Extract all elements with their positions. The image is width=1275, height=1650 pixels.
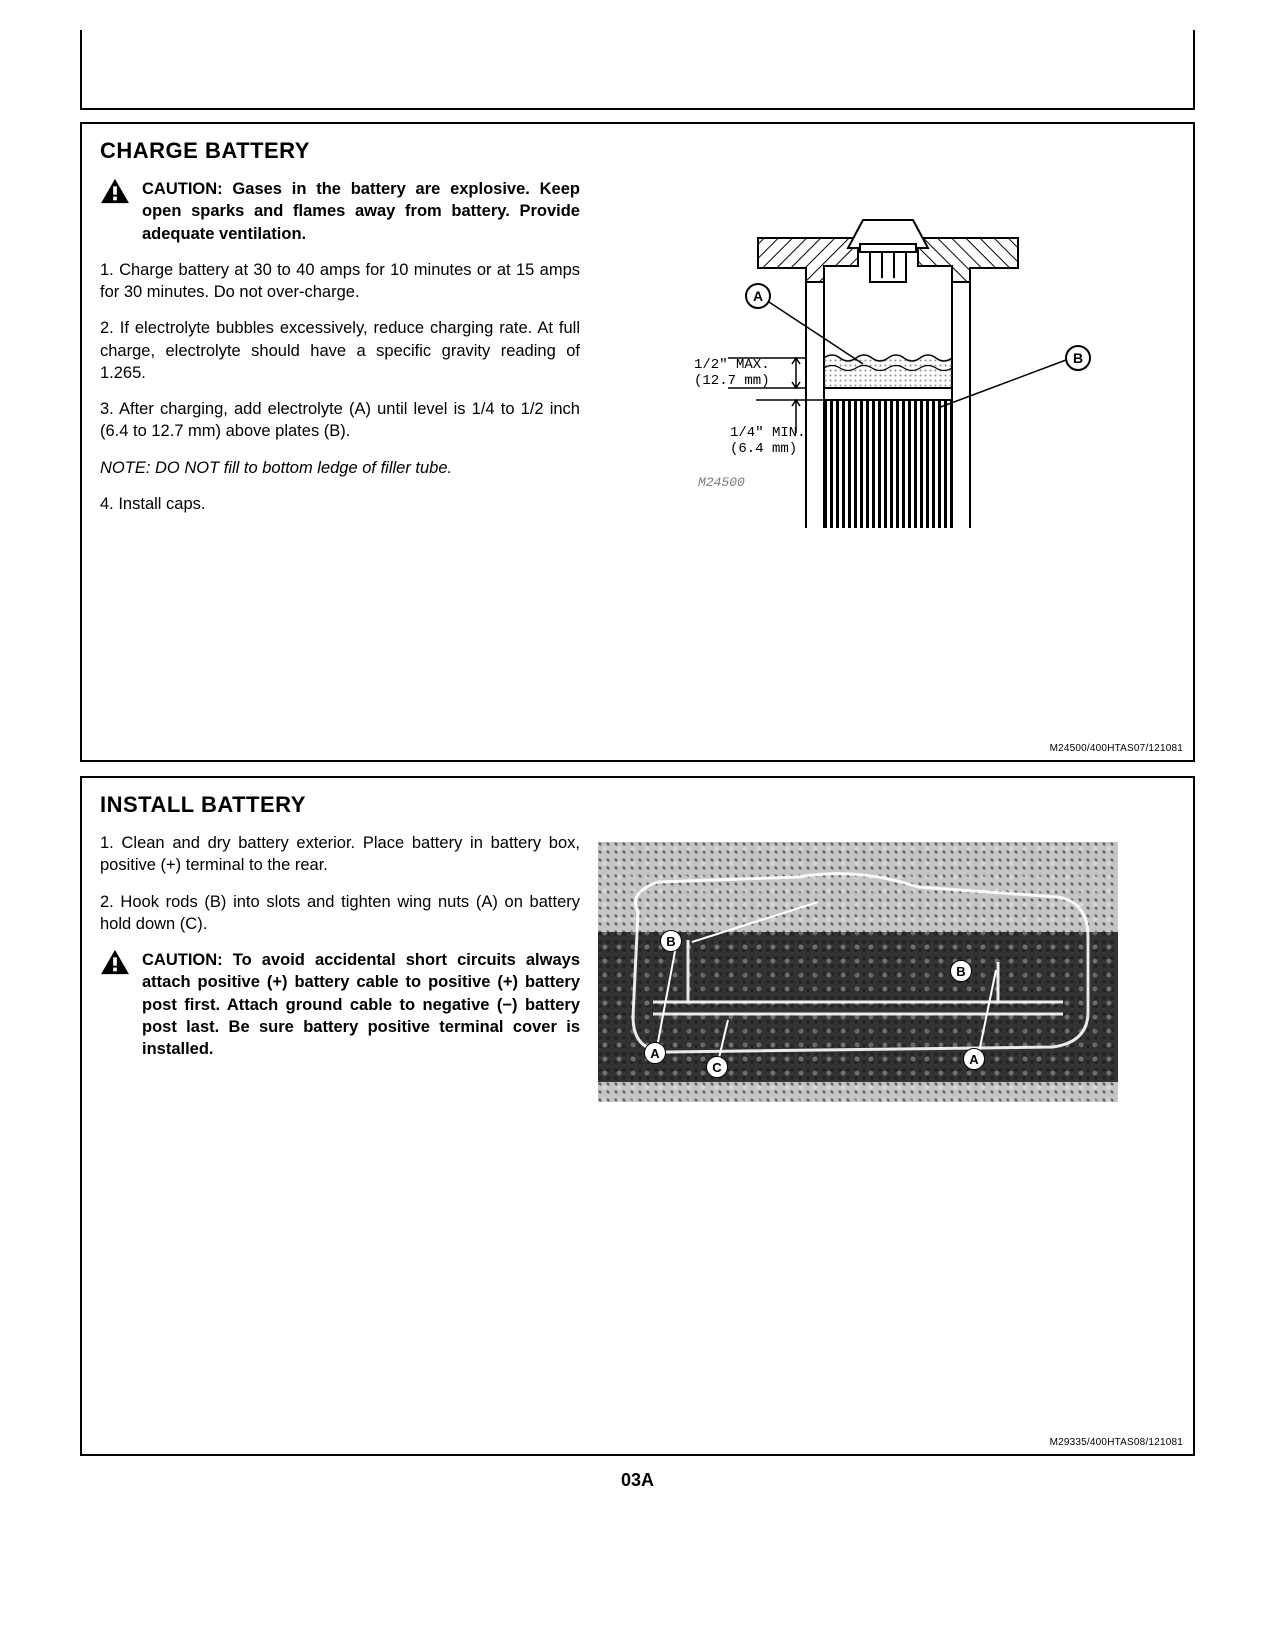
- callout-a-label: A: [753, 288, 763, 304]
- min-dim-line2: (6.4 mm): [730, 441, 797, 457]
- panel1-figure-column: 1/2" MAX. (12.7 mm) 1/4" MIN. (6.4 mm) M…: [598, 178, 1175, 529]
- callout-b: B: [938, 346, 1090, 408]
- panel2-step2: 2. Hook rods (B) into slots and tighten …: [100, 891, 580, 936]
- panel1-refcode: M24500/400HTAS07/121081: [1050, 743, 1183, 754]
- min-dim-line1: 1/4" MIN.: [730, 425, 806, 441]
- section-title-install: INSTALL BATTERY: [100, 792, 1175, 818]
- fig2-label-a1: A: [644, 1042, 666, 1064]
- caution-block-2: CAUTION: To avoid accidental short circu…: [100, 949, 580, 1060]
- electrolyte-level: [824, 355, 952, 388]
- callout-a: A: [746, 284, 863, 364]
- panel-charge-battery: CHARGE BATTERY CAUTION: Gases in the bat…: [80, 122, 1195, 762]
- caution-text-2: CAUTION: To avoid accidental short circu…: [142, 949, 580, 1060]
- battery-cross-section-figure: 1/2" MAX. (12.7 mm) 1/4" MIN. (6.4 mm) M…: [638, 208, 1108, 528]
- battery-box-outline: [598, 842, 1118, 1102]
- panel1-step3: 3. After charging, add electrolyte (A) u…: [100, 398, 580, 443]
- caution-block-1: CAUTION: Gases in the battery are explos…: [100, 178, 580, 245]
- warning-triangle-icon: [100, 178, 130, 204]
- page-number: 03A: [80, 1470, 1195, 1491]
- section-title-charge: CHARGE BATTERY: [100, 138, 1175, 164]
- figure1-code: M24500: [698, 475, 745, 490]
- panel1-columns: CAUTION: Gases in the battery are explos…: [100, 178, 1175, 529]
- panel1-step4: 4. Install caps.: [100, 493, 580, 515]
- caution-text-1: CAUTION: Gases in the battery are explos…: [142, 178, 580, 245]
- panel1-text-column: CAUTION: Gases in the battery are explos…: [100, 178, 580, 529]
- max-dim-line2: (12.7 mm): [694, 373, 770, 389]
- panel1-step2: 2. If electrolyte bubbles excessively, r…: [100, 317, 580, 384]
- callout-b-label: B: [1073, 350, 1083, 366]
- panel-install-battery: INSTALL BATTERY 1. Clean and dry battery…: [80, 776, 1195, 1456]
- fig2-label-c: C: [706, 1056, 728, 1078]
- top-frame-rule: [80, 30, 1195, 110]
- panel2-step1: 1. Clean and dry battery exterior. Place…: [100, 832, 580, 877]
- max-dim-line1: 1/2" MAX.: [694, 357, 770, 373]
- fig2-label-b2: B: [950, 960, 972, 982]
- warning-triangle-icon: [100, 949, 130, 975]
- fig2-label-a2: A: [963, 1048, 985, 1070]
- panel2-text-column: 1. Clean and dry battery exterior. Place…: [100, 832, 580, 1074]
- fig2-label-b1: B: [660, 930, 682, 952]
- panel2-columns: 1. Clean and dry battery exterior. Place…: [100, 832, 1175, 1074]
- battery-plates: [824, 400, 952, 528]
- panel2-figure-column: B B A A C: [598, 832, 1118, 1074]
- filler-cap: [848, 220, 928, 282]
- battery-box-halftone-figure: B B A A C: [598, 842, 1118, 1102]
- panel1-note: NOTE: DO NOT fill to bottom ledge of fil…: [100, 457, 580, 479]
- panel2-refcode: M29335/400HTAS08/121081: [1050, 1437, 1183, 1448]
- panel1-step1: 1. Charge battery at 30 to 40 amps for 1…: [100, 259, 580, 304]
